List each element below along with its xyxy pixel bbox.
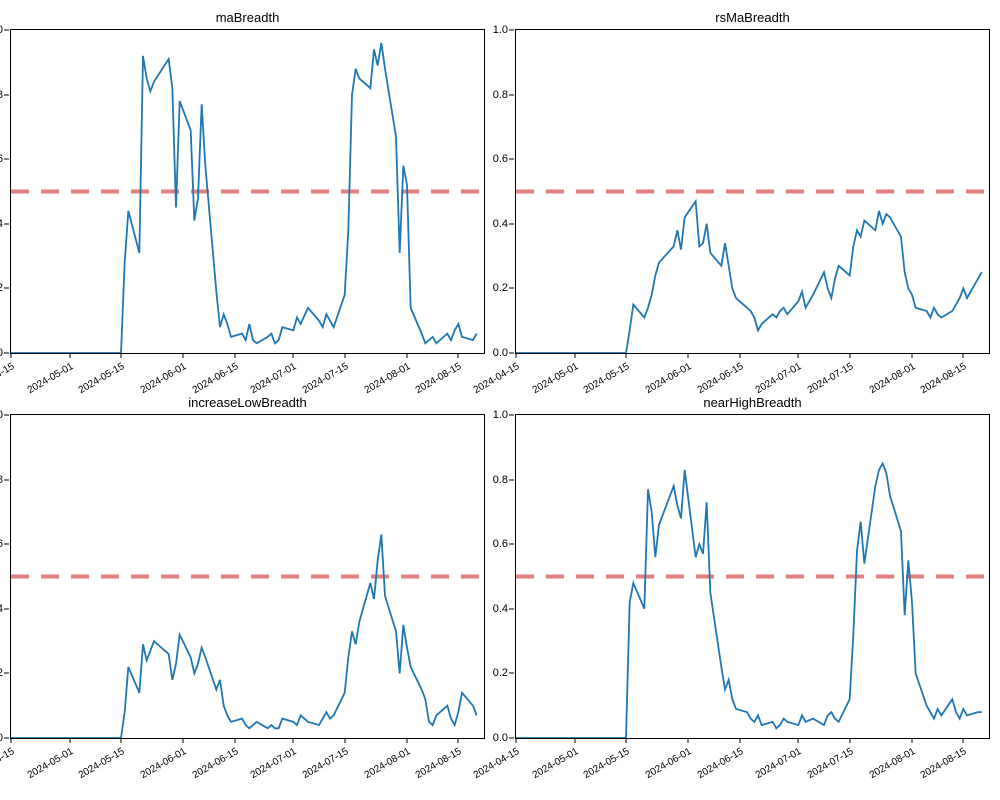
- y-tick-label: 0.4: [493, 218, 508, 230]
- x-tick-label: 2024-05-15: [77, 746, 127, 781]
- y-tick-label: 0.6: [493, 153, 508, 165]
- chart-grid: maBreadth 0.00.20.40.60.81.0 2024-04-152…: [0, 0, 1000, 800]
- panel-increaseLowBreadth: increaseLowBreadth 0.00.20.40.60.81.0 20…: [10, 395, 485, 740]
- x-tick-label: 2024-07-15: [300, 361, 350, 396]
- x-tick-label: 2024-08-15: [919, 746, 969, 781]
- x-tick-label: 2024-07-01: [754, 361, 804, 396]
- x-tick-label: 2024-06-15: [695, 361, 745, 396]
- panel-nearHighBreadth: nearHighBreadth 0.00.20.40.60.81.0 2024-…: [515, 395, 990, 740]
- series-line: [11, 43, 477, 353]
- x-tick-label: 2024-05-15: [77, 361, 127, 396]
- x-tick-label: 2024-05-01: [530, 361, 580, 396]
- y-axis: 0.00.20.40.60.81.0: [476, 415, 514, 738]
- y-tick-label: 0.6: [0, 538, 3, 550]
- x-tick-label: 2024-08-01: [363, 746, 413, 781]
- x-tick-label: 2024-08-01: [868, 746, 918, 781]
- x-tick-label: 2024-06-01: [644, 361, 694, 396]
- x-tick-label: 2024-07-01: [249, 746, 299, 781]
- y-tick-label: 0.6: [493, 538, 508, 550]
- x-tick-label: 2024-06-01: [139, 746, 189, 781]
- x-axis: 2024-04-152024-05-012024-05-152024-06-01…: [11, 738, 484, 788]
- plot-area: 0.00.20.40.60.81.0 2024-04-152024-05-012…: [10, 29, 485, 354]
- y-tick-label: 0.8: [0, 89, 3, 101]
- y-tick-label: 1.0: [493, 24, 508, 36]
- y-tick-label: 0.0: [0, 347, 3, 359]
- x-tick-label: 2024-06-15: [190, 746, 240, 781]
- plot-svg: [516, 415, 989, 738]
- y-tick-label: 0.8: [493, 89, 508, 101]
- series-line: [516, 201, 982, 353]
- panel-maBreadth: maBreadth 0.00.20.40.60.81.0 2024-04-152…: [10, 10, 485, 355]
- x-axis: 2024-04-152024-05-012024-05-152024-06-01…: [516, 738, 989, 788]
- panel-title: increaseLowBreadth: [10, 395, 485, 410]
- panel-title: nearHighBreadth: [515, 395, 990, 410]
- x-tick-label: 2024-06-01: [644, 746, 694, 781]
- y-axis: 0.00.20.40.60.81.0: [0, 30, 9, 353]
- y-tick-label: 0.2: [493, 282, 508, 294]
- panel-title: maBreadth: [10, 10, 485, 25]
- x-tick-label: 2024-06-15: [695, 746, 745, 781]
- plot-svg: [11, 30, 484, 353]
- x-tick-label: 2024-07-15: [805, 361, 855, 396]
- y-tick-label: 1.0: [493, 409, 508, 421]
- y-tick-label: 0.2: [0, 667, 3, 679]
- x-tick-label: 2024-07-01: [249, 361, 299, 396]
- x-tick-label: 2024-05-15: [582, 361, 632, 396]
- x-tick-label: 2024-05-15: [582, 746, 632, 781]
- y-tick-label: 0.0: [493, 732, 508, 744]
- y-axis: 0.00.20.40.60.81.0: [476, 30, 514, 353]
- y-axis: 0.00.20.40.60.81.0: [0, 415, 9, 738]
- x-tick-label: 2024-08-15: [414, 746, 464, 781]
- y-tick-label: 0.2: [0, 282, 3, 294]
- x-tick-label: 2024-08-15: [919, 361, 969, 396]
- y-tick-label: 0.0: [0, 732, 3, 744]
- series-line: [11, 535, 477, 738]
- plot-svg: [11, 415, 484, 738]
- x-tick-label: 2024-07-15: [805, 746, 855, 781]
- y-tick-label: 1.0: [0, 409, 3, 421]
- x-tick-label: 2024-04-15: [0, 746, 17, 781]
- panel-title: rsMaBreadth: [515, 10, 990, 25]
- y-tick-label: 0.2: [493, 667, 508, 679]
- y-tick-label: 0.8: [493, 474, 508, 486]
- plot-area: 0.00.20.40.60.81.0 2024-04-152024-05-012…: [10, 414, 485, 739]
- x-tick-label: 2024-07-15: [300, 746, 350, 781]
- x-tick-label: 2024-05-01: [25, 361, 75, 396]
- x-tick-label: 2024-08-01: [868, 361, 918, 396]
- plot-area: 0.00.20.40.60.81.0 2024-04-152024-05-012…: [515, 414, 990, 739]
- x-tick-label: 2024-05-01: [25, 746, 75, 781]
- y-tick-label: 1.0: [0, 24, 3, 36]
- x-tick-label: 2024-04-15: [0, 361, 17, 396]
- y-tick-label: 0.6: [0, 153, 3, 165]
- plot-svg: [516, 30, 989, 353]
- x-tick-label: 2024-06-15: [190, 361, 240, 396]
- y-tick-label: 0.0: [493, 347, 508, 359]
- x-tick-label: 2024-08-15: [414, 361, 464, 396]
- x-tick-label: 2024-06-01: [139, 361, 189, 396]
- x-tick-label: 2024-07-01: [754, 746, 804, 781]
- plot-area: 0.00.20.40.60.81.0 2024-04-152024-05-012…: [515, 29, 990, 354]
- panel-rsMaBreadth: rsMaBreadth 0.00.20.40.60.81.0 2024-04-1…: [515, 10, 990, 355]
- y-tick-label: 0.4: [493, 603, 508, 615]
- series-line: [516, 463, 982, 738]
- y-tick-label: 0.4: [0, 218, 3, 230]
- y-tick-label: 0.4: [0, 603, 3, 615]
- y-tick-label: 0.8: [0, 474, 3, 486]
- x-tick-label: 2024-05-01: [530, 746, 580, 781]
- x-tick-label: 2024-08-01: [363, 361, 413, 396]
